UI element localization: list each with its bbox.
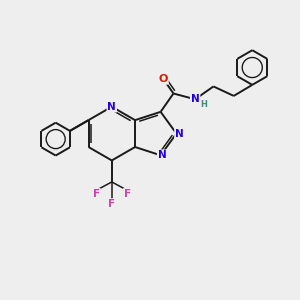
Text: F: F	[124, 189, 131, 199]
Text: F: F	[93, 189, 100, 199]
Text: F: F	[108, 199, 116, 209]
Text: H: H	[200, 100, 207, 109]
Text: N: N	[191, 94, 200, 104]
Text: N: N	[107, 102, 116, 112]
Text: O: O	[158, 74, 168, 84]
Text: N: N	[158, 150, 167, 160]
Text: N: N	[175, 129, 184, 139]
